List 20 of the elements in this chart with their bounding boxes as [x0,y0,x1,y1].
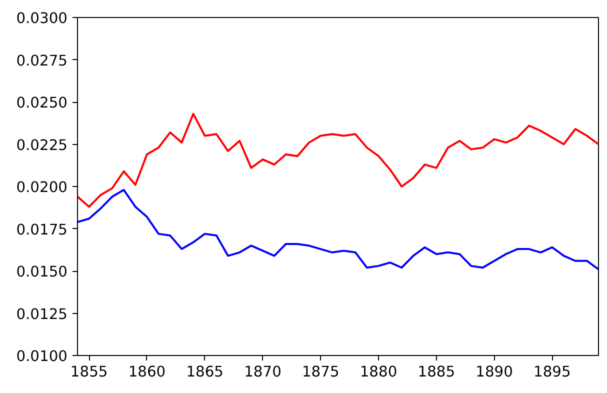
y-tick-label: 0.0225 [16,136,68,154]
line-series [78,188,598,270]
x-tick-label: 1870 [244,364,282,380]
y-tick-label: 0.0250 [16,94,68,112]
y-tick-label: 0.0175 [16,221,68,238]
y-tick-label: 0.0100 [16,348,68,365]
y-tick-label: 0.0125 [16,306,68,323]
y-tick-label: 0.0300 [16,10,68,27]
x-tick-label: 1885 [418,364,456,380]
y-tick-label: 0.0150 [16,264,68,280]
y-tick-label: 0.0275 [16,52,68,70]
y-tick-label: 0.0200 [16,179,68,196]
x-tick-label: 1890 [476,364,513,380]
x-tick-label: 1895 [534,364,571,380]
x-tick-label: 1860 [128,364,166,380]
x-tick-label: 1875 [302,364,340,380]
x-tick-label: 1855 [70,364,108,380]
x-tick-label: 1880 [360,364,398,380]
x-tick-label: 1865 [186,364,224,380]
line-series [78,112,598,208]
